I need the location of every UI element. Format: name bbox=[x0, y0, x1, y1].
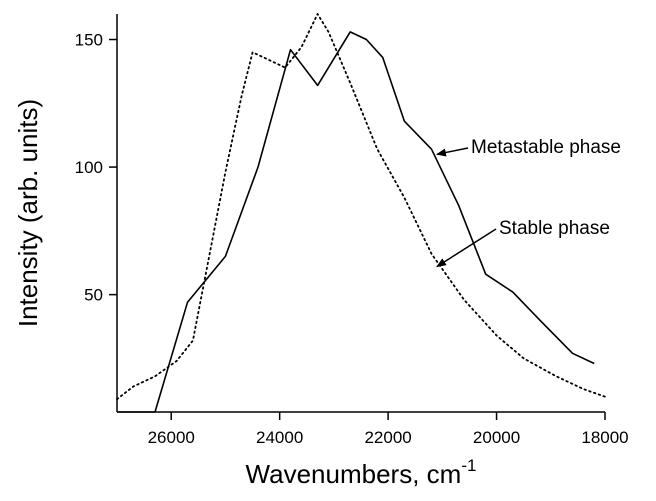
plot-series bbox=[116, 13, 606, 413]
series-line-metastable-phase bbox=[117, 31, 595, 413]
x-tick-label: 26000 bbox=[148, 428, 195, 447]
annotation-arrow bbox=[435, 147, 469, 157]
annotation-label: Metastable phase bbox=[471, 137, 621, 158]
annotation-label: Stable phase bbox=[499, 218, 610, 239]
x-axis-title: Wavenumbers, cm-1 bbox=[246, 456, 477, 489]
annotation-arrow bbox=[436, 228, 497, 268]
y-tick-label: 100 bbox=[75, 158, 103, 177]
series-line-stable-phase bbox=[116, 13, 606, 401]
x-tick-label: 24000 bbox=[256, 428, 303, 447]
x-axis-title-text: Wavenumbers, cm bbox=[246, 459, 462, 489]
x-axis-title-superscript: -1 bbox=[461, 456, 476, 475]
axes bbox=[116, 14, 605, 413]
x-tick-label: 22000 bbox=[364, 428, 411, 447]
x-tick-label: 20000 bbox=[473, 428, 520, 447]
y-tick-label: 50 bbox=[84, 286, 103, 305]
y-tick-label: 150 bbox=[75, 31, 103, 50]
x-tick-label: 18000 bbox=[581, 428, 628, 447]
annotations: Metastable phase Stable phase bbox=[435, 137, 621, 268]
ticks: 26000 24000 22000 20000 18000 50 100 150 bbox=[75, 31, 629, 447]
y-axis-title: Intensity (arb. units) bbox=[13, 99, 43, 327]
